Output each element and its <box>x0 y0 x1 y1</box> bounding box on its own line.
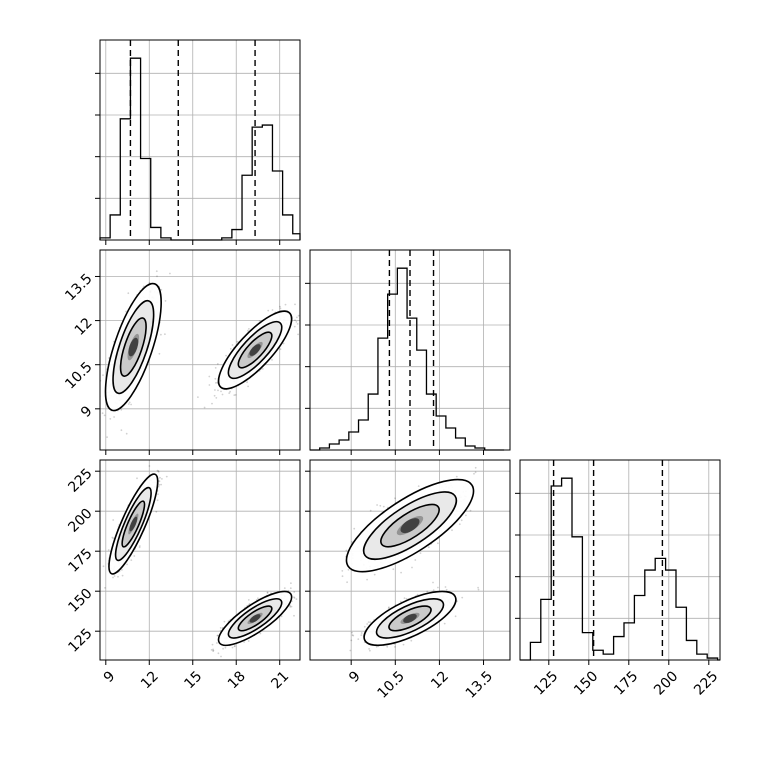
density-contour <box>108 473 159 575</box>
histogram-panel-1 <box>305 249 511 455</box>
panel-frame <box>309 249 511 451</box>
y-tick-label: 10.5 <box>62 359 95 392</box>
x-tick-label: 12 <box>428 668 452 692</box>
density-contour <box>104 282 162 412</box>
density-contour <box>217 590 293 647</box>
density-layer <box>100 270 300 438</box>
density-contour <box>375 598 445 639</box>
density-layer <box>102 465 300 658</box>
density-contour <box>237 331 273 369</box>
density-contour <box>380 503 440 548</box>
y-tick-label: 200 <box>65 506 95 536</box>
x-tick-label: 9 <box>346 668 364 686</box>
panel-frame <box>99 249 301 451</box>
density-contour <box>114 486 152 562</box>
x-grid <box>105 40 281 240</box>
density-core <box>249 614 261 623</box>
joint-panel-1-0: 9 10.5 12 13.5 <box>62 249 301 455</box>
panel-frame <box>309 459 511 661</box>
x-tick-label: 175 <box>611 668 641 698</box>
density-contour <box>363 590 457 647</box>
x-tick-label: 21 <box>268 668 292 692</box>
panel-frame <box>99 459 301 661</box>
x-tick-label: 18 <box>225 668 249 692</box>
density-contour <box>345 478 475 573</box>
histogram-panel-2: 125 150 175 200 225 <box>515 459 721 699</box>
density-contour <box>121 500 146 548</box>
density-contour <box>388 605 432 632</box>
y-tick-label: 125 <box>65 626 95 656</box>
y-tick-label: 13.5 <box>62 271 95 304</box>
x-tick-label: 9 <box>101 668 119 686</box>
density-core <box>403 613 417 623</box>
density-contour <box>237 605 273 632</box>
density-contour <box>227 597 283 639</box>
hist-y-grid <box>100 72 300 199</box>
x-tick-label: 125 <box>531 668 561 698</box>
density-core <box>129 516 138 532</box>
y-tick-label: 175 <box>65 546 95 576</box>
x-tick-label: 225 <box>691 668 721 698</box>
joint-panel-2-1: 9 10.5 12 13.5 <box>305 459 511 702</box>
panel-frame <box>519 459 721 661</box>
density-contour <box>217 310 293 390</box>
x-tick-label: 12 <box>138 668 162 692</box>
density-core <box>128 337 139 357</box>
y-tick-label: 150 <box>65 586 95 616</box>
y-tick-label: 9 <box>78 403 96 421</box>
histogram-step-line <box>310 267 505 451</box>
density-core <box>249 344 261 356</box>
x-tick-label: 150 <box>571 668 601 698</box>
x-tick-label: 15 <box>181 668 205 692</box>
histogram-panel-0 <box>95 39 301 245</box>
x-tick-label: 13.5 <box>463 668 496 701</box>
x-tick-label: 200 <box>651 668 681 698</box>
y-tick-label: 12 <box>72 315 96 339</box>
x-grid <box>548 460 710 660</box>
density-layer <box>341 466 480 652</box>
density-contour <box>227 320 283 380</box>
joint-panel-2-0: 9 12 15 18 21 125 150 175 200 225 <box>65 459 301 692</box>
density-contour <box>112 299 155 395</box>
density-core <box>400 518 420 534</box>
histogram-step-line <box>520 477 720 661</box>
density-contour <box>119 317 147 377</box>
panel-frame <box>99 39 301 241</box>
x-tick-label: 10.5 <box>375 668 408 701</box>
density-contour <box>362 491 458 560</box>
y-tick-label: 225 <box>65 466 95 496</box>
